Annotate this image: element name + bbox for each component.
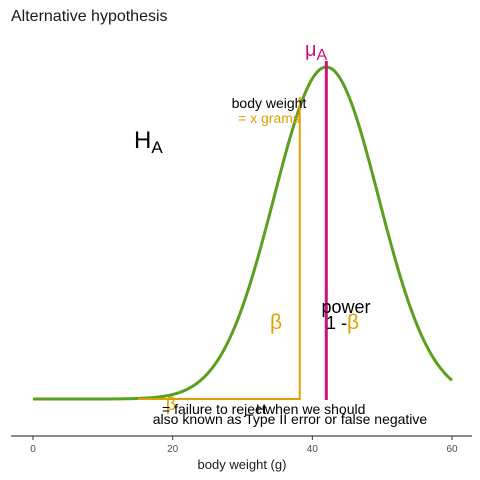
bottom-beta: β: [166, 394, 176, 414]
ha-letter: H: [134, 127, 151, 154]
x-tick-label: 20: [167, 444, 179, 455]
x-axis-ticks: 0 20 40 60: [30, 436, 458, 455]
type2-text-line1c: when we should: [264, 401, 365, 417]
x-tick-label: 0: [30, 444, 36, 455]
power-formula-prefix: 1 -: [326, 313, 347, 333]
chart-title: Alternative hypothesis: [11, 8, 168, 25]
beta-region-boundary: [137, 96, 301, 400]
type2-text-line2: also known as Type II error or false neg…: [153, 411, 428, 427]
type2-text-line1b: H: [256, 401, 266, 417]
ha-subscript: A: [151, 138, 163, 157]
type2-text-line1a: = failure to reject: [162, 401, 266, 417]
x-tick-label: 60: [446, 444, 458, 455]
ha-density-curve: [33, 65, 453, 401]
power-formula-beta: β: [347, 311, 359, 334]
power-label: power: [321, 297, 370, 317]
power-formula: 1 -β: [326, 311, 359, 334]
mu-a-label: μA: [305, 39, 328, 64]
threshold-label-line1: body weight: [232, 95, 307, 111]
mu-letter: μ: [305, 39, 317, 61]
threshold-label-line2: = x grams: [238, 110, 300, 126]
ha-label: HA: [134, 127, 163, 157]
x-tick-label: 40: [307, 444, 319, 455]
mu-subscript: A: [317, 47, 328, 64]
beta-label: β: [270, 311, 282, 334]
x-axis-title: body weight (g): [198, 457, 287, 472]
